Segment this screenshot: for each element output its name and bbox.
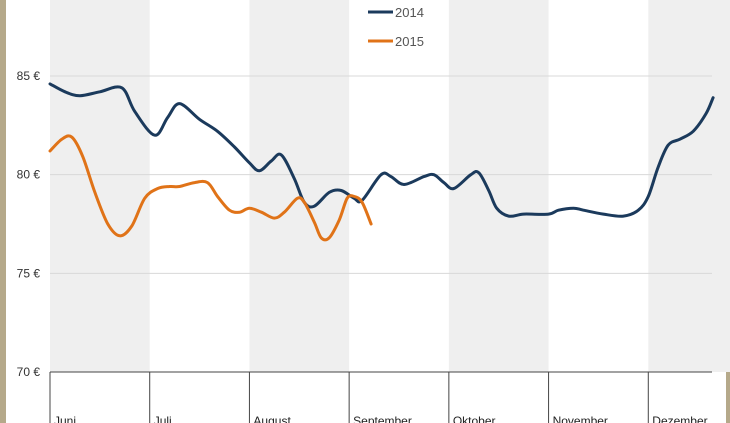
series-line-2015 [48, 134, 373, 242]
series-line-2014 [48, 82, 715, 218]
x-axis: Juni Juli August September Oktober November De… [49, 372, 708, 423]
month-band [648, 0, 730, 372]
x-tick-label: September [353, 414, 412, 423]
x-tick-label: August [253, 414, 291, 423]
x-tick-label: Juni [54, 414, 76, 423]
month-band [448, 0, 549, 372]
x-tick-label: November [553, 414, 608, 423]
month-band [249, 0, 350, 372]
x-tick-label: Dezember [652, 414, 707, 423]
y-tick-label: 75 € [17, 266, 41, 280]
series-lines [48, 82, 715, 242]
y-axis: 70 € 75 € 80 € 85 € [17, 69, 41, 379]
y-tick-label: 70 € [17, 365, 41, 379]
legend-label: 2014 [395, 5, 424, 20]
frame-left-border [0, 0, 6, 423]
legend: 2014 2015 [368, 5, 424, 49]
y-tick-label: 85 € [17, 69, 41, 83]
month-band [50, 0, 150, 372]
month-bands [50, 0, 730, 372]
x-tick-label: Oktober [453, 414, 496, 423]
x-tick-label: Juli [154, 414, 172, 423]
y-tick-label: 80 € [17, 168, 41, 182]
legend-label: 2015 [395, 34, 424, 49]
